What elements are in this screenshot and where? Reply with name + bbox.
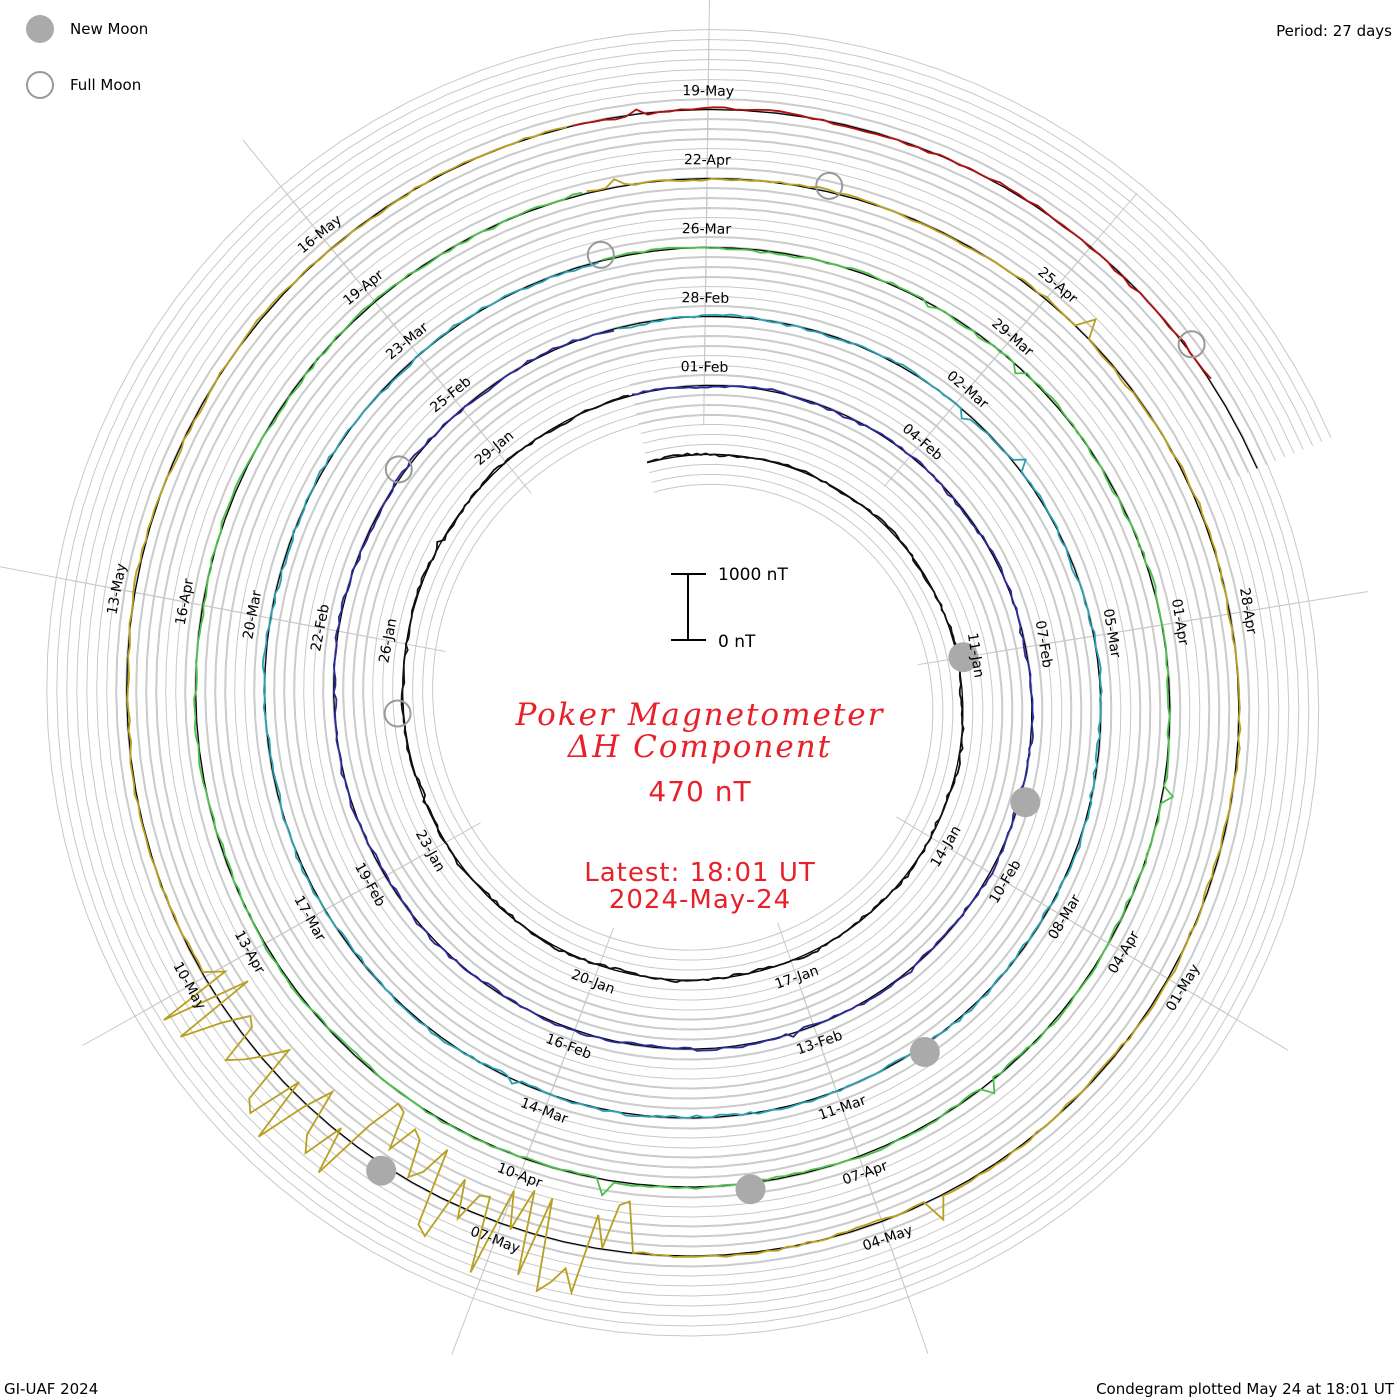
new-moon-marker — [1010, 787, 1041, 818]
radial-spoke — [451, 1185, 517, 1355]
data-series-line — [332, 329, 1035, 1052]
date-label: 28-Apr — [1236, 587, 1259, 636]
new-moon-icon — [26, 15, 54, 43]
new-moon-marker — [735, 1174, 766, 1205]
full-moon-marker — [383, 699, 412, 728]
new-moon-marker — [909, 1037, 940, 1067]
date-label: 07-Apr — [840, 1158, 890, 1189]
legend-new-moon: New Moon — [26, 14, 148, 44]
data-series-group — [126, 106, 1242, 1296]
date-label: 13-Feb — [794, 1028, 844, 1059]
radial-spoke — [706, 0, 710, 150]
grid-ring — [76, 58, 1304, 1307]
date-label: 22-Apr — [684, 152, 731, 169]
radial-spoke — [1190, 591, 1369, 621]
data-series-line — [400, 394, 965, 984]
radial-spoke — [868, 1183, 929, 1354]
footer-credit: GI-UAF 2024 — [4, 1380, 99, 1398]
grid-ring — [96, 78, 1286, 1287]
grid-ring — [156, 138, 1230, 1227]
grid-ring — [116, 98, 1267, 1267]
data-series-line — [193, 191, 1175, 1197]
date-label: 17-Jan — [773, 963, 821, 993]
date-label: 01-Feb — [681, 359, 729, 376]
chart-title: Poker Magnetometer — [515, 697, 885, 733]
latest-date: 2024-May-24 — [608, 885, 792, 915]
moon-markers — [366, 171, 1206, 1205]
radial-spoke — [1133, 957, 1289, 1051]
latest-time: Latest: 18:01 UT — [584, 858, 816, 888]
data-series-line — [126, 126, 1242, 1296]
grid-ring — [86, 68, 1295, 1297]
date-label: 11-Jan — [964, 632, 987, 679]
date-label: 10-Apr — [495, 1160, 545, 1192]
radial-spoke — [1019, 192, 1138, 330]
date-label: 05-Mar — [1100, 608, 1124, 659]
full-moon-marker — [586, 240, 615, 269]
radial-spoke — [0, 566, 175, 601]
radial-spoke — [82, 957, 240, 1046]
period-label: Period: 27 days — [1276, 22, 1392, 40]
new-moon-marker — [948, 642, 979, 673]
date-label: 13-Apr — [231, 928, 268, 977]
scale-bar: 1000 nT 0 nT — [671, 565, 788, 652]
date-label: 01-Apr — [1168, 598, 1191, 647]
legend-full-moon-label: Full Moon — [70, 76, 142, 94]
date-label: 26-Mar — [682, 221, 732, 238]
footer-plot-time: Condegram plotted May 24 at 18:01 UT — [1096, 1380, 1394, 1398]
data-series-line — [571, 106, 1212, 380]
radial-spoke — [242, 139, 358, 280]
full-moon-marker — [384, 455, 413, 484]
full-moon-icon — [26, 71, 54, 99]
date-label: 07-Feb — [1032, 619, 1055, 669]
legend-full-moon: Full Moon — [26, 70, 141, 100]
date-label: 19-May — [682, 83, 734, 100]
current-value: 470 nT — [648, 775, 752, 808]
date-label: 20-Jan — [569, 967, 617, 998]
legend-new-moon-label: New Moon — [70, 20, 149, 38]
radial-spokes — [0, 0, 1369, 1355]
grid-ring — [136, 118, 1249, 1247]
grid-ring — [106, 88, 1277, 1277]
data-series-line — [261, 261, 1103, 1119]
scale-top-label: 1000 nT — [718, 565, 788, 585]
new-moon-marker — [366, 1155, 397, 1186]
scale-bottom-label: 0 nT — [718, 632, 756, 652]
grid-rings — [46, 28, 1332, 1337]
chart-subtitle: ΔH Component — [567, 729, 833, 765]
grid-ring — [46, 28, 1332, 1337]
full-moon-marker — [815, 171, 844, 200]
date-labels: 11-Jan14-Jan17-Jan20-Jan23-Jan26-Jan29-J… — [104, 83, 1259, 1257]
grid-ring — [146, 128, 1240, 1237]
date-label: 28-Feb — [681, 290, 729, 307]
full-moon-marker — [1177, 330, 1206, 359]
grid-ring — [66, 48, 1314, 1317]
